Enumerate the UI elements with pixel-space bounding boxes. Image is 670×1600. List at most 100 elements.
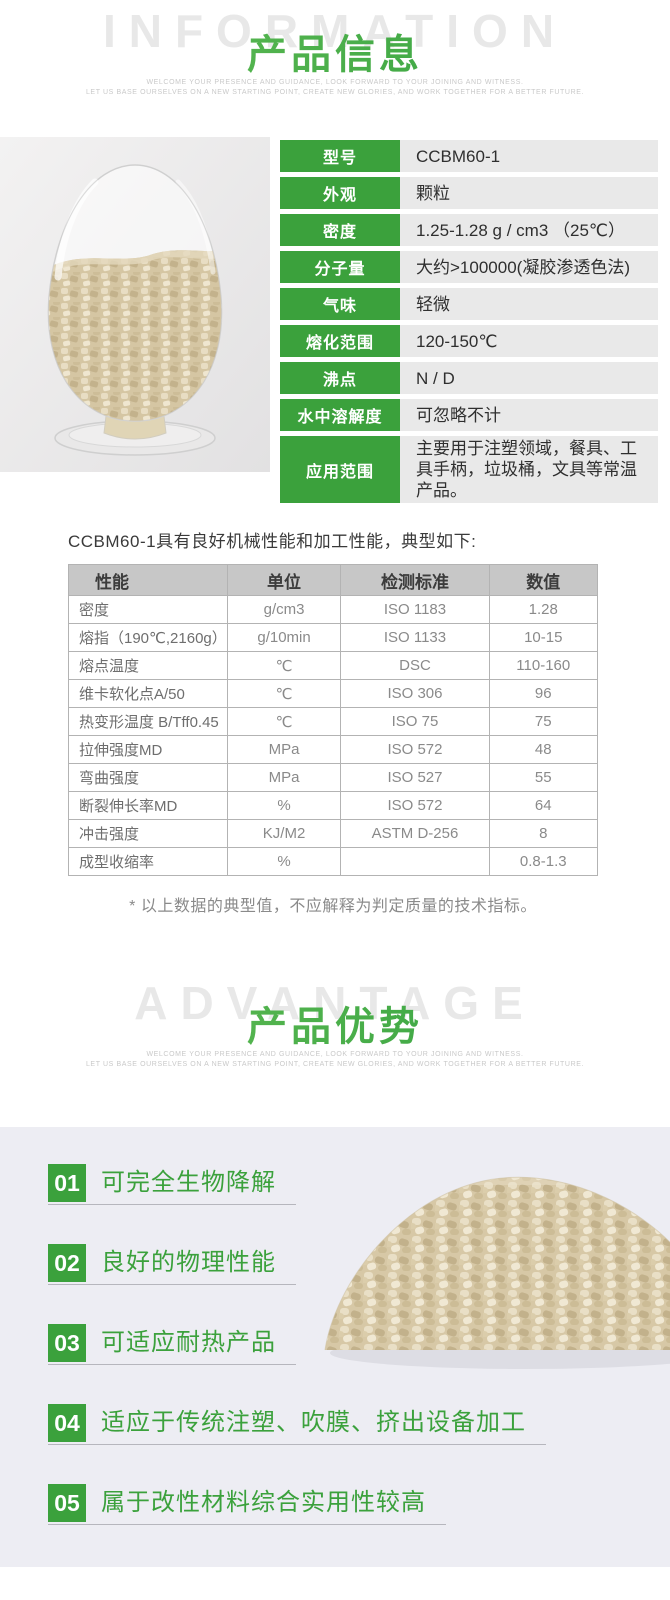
properties-table-cell: ISO 572: [340, 735, 490, 764]
info-subtitle: WELCOME YOUR PRESENCE AND GUIDANCE, LOOK…: [0, 78, 670, 98]
properties-table-cell: [340, 847, 490, 876]
advantage-subtitle: WELCOME YOUR PRESENCE AND GUIDANCE, LOOK…: [0, 1050, 670, 1070]
spec-row: 熔化范围 120-150℃: [280, 325, 658, 357]
spec-label: 型号: [280, 140, 400, 172]
advantage-text: 适应于传统注塑、吹膜、挤出设备加工: [101, 1409, 526, 1436]
spec-value: 1.25-1.28 g / cm3 （25℃）: [400, 214, 658, 246]
properties-table-cell: MPa: [226, 735, 342, 764]
properties-table-cell: 8: [488, 819, 599, 848]
properties-table-cell: 弯曲强度: [68, 763, 228, 792]
properties-table-cell: 1.28: [488, 595, 599, 624]
advantage-number-badge: 05: [48, 1484, 86, 1522]
properties-table-row: 密度 g/cm3 ISO 1183 1.28: [68, 595, 599, 624]
advantage-subtitle-line2: LET US BASE OURSELVES ON A NEW STARTING …: [85, 1061, 585, 1068]
properties-table-cell: ℃: [226, 679, 342, 708]
properties-table-cell: 0.8-1.3: [488, 847, 599, 876]
advantage-section-header: ADVANTAGE 产品优势 WELCOME YOUR PRESENCE AND…: [0, 972, 670, 1082]
properties-table-cell: ISO 572: [340, 791, 490, 820]
properties-table-cell: 110-160: [488, 651, 599, 680]
advantage-subtitle-line1: WELCOME YOUR PRESENCE AND GUIDANCE, LOOK…: [146, 1051, 524, 1058]
properties-table-cell: KJ/M2: [226, 819, 342, 848]
properties-table-cell: DSC: [340, 651, 490, 680]
properties-table-row: 拉伸强度MD MPa ISO 572 48: [68, 735, 599, 764]
advantage-item: 05 属于改性材料综合实用性较高: [48, 1484, 446, 1525]
properties-table-header-cell: 数值: [488, 564, 599, 596]
spec-value: 主要用于注塑领域，餐具、工具手柄，垃圾桶，文具等常温产品。: [400, 436, 658, 503]
advantage-number-badge: 03: [48, 1324, 86, 1362]
advantage-item: 02 良好的物理性能: [48, 1244, 296, 1285]
properties-table-cell: 维卡软化点A/50: [68, 679, 228, 708]
properties-table-row: 冲击强度 KJ/M2 ASTM D-256 8: [68, 819, 599, 848]
advantage-item: 01 可完全生物降解: [48, 1164, 296, 1205]
properties-table-row: 维卡软化点A/50 ℃ ISO 306 96: [68, 679, 599, 708]
spec-row: 沸点 N / D: [280, 362, 658, 394]
advantage-number-badge: 04: [48, 1404, 86, 1442]
spec-label: 密度: [280, 214, 400, 246]
properties-table-cell: 48: [488, 735, 599, 764]
spec-table: 型号 CCBM60-1 外观 颗粒 密度 1.25-1.28 g / cm3 （…: [280, 140, 658, 508]
properties-table-cell: ISO 75: [340, 707, 490, 736]
spec-value: 颗粒: [400, 177, 658, 209]
properties-table-cell: MPa: [226, 763, 342, 792]
advantage-title: 产品优势: [0, 994, 670, 1052]
spec-value: 可忽略不计: [400, 399, 658, 431]
properties-table-cell: ℃: [226, 707, 342, 736]
spec-row: 密度 1.25-1.28 g / cm3 （25℃）: [280, 214, 658, 246]
info-subtitle-line2: LET US BASE OURSELVES ON A NEW STARTING …: [85, 89, 585, 96]
properties-table-cell: 密度: [68, 595, 228, 624]
properties-table-row: 断裂伸长率MD% ISO 572 64: [68, 791, 599, 820]
info-section-header: INFORMATION 产品信息 WELCOME YOUR PRESENCE A…: [0, 0, 670, 110]
advantage-list: 01 可完全生物降解 02 良好的物理性能 03 可适应耐热产品 04 适应于传…: [0, 1127, 670, 1564]
advantage-text: 可适应耐热产品: [101, 1329, 276, 1356]
info-watermark: INFORMATION: [0, 4, 670, 58]
properties-table-cell: 75: [488, 707, 599, 736]
spec-value: 大约>100000(凝胶渗透色法): [400, 251, 658, 283]
spec-label: 水中溶解度: [280, 399, 400, 431]
properties-table-row: 热变形温度 B/Tff0.45 ℃ ISO 75 75: [68, 707, 599, 736]
properties-table-cell: 55: [488, 763, 599, 792]
spec-label: 气味: [280, 288, 400, 320]
properties-table-cell: 熔点温度: [68, 651, 228, 680]
spec-row: 外观 颗粒: [280, 177, 658, 209]
spec-section: 型号 CCBM60-1 外观 颗粒 密度 1.25-1.28 g / cm3 （…: [0, 137, 670, 503]
pellet-pile-photo: [315, 1145, 670, 1380]
spec-row: 水中溶解度 可忽略不计: [280, 399, 658, 431]
properties-table-header-cell: 性能: [68, 564, 228, 596]
spec-label: 应用范围: [280, 436, 400, 503]
properties-table-cell: 热变形温度 B/Tff0.45: [68, 707, 228, 736]
properties-table-cell: ISO 1183: [340, 595, 490, 624]
properties-table-header-row: 性能 单位 检测标准 数值: [68, 564, 599, 596]
properties-table-cell: g/10min: [226, 623, 342, 652]
properties-table-cell: 冲击强度: [68, 819, 228, 848]
spec-value: 120-150℃: [400, 325, 658, 357]
properties-table-cell: ISO 306: [340, 679, 490, 708]
properties-table-cell: g/cm3: [226, 595, 342, 624]
spec-label: 沸点: [280, 362, 400, 394]
spec-row: 应用范围 主要用于注塑领域，餐具、工具手柄，垃圾桶，文具等常温产品。: [280, 436, 658, 503]
spec-value: 轻微: [400, 288, 658, 320]
properties-table-row: 熔指（190℃,2160g） g/10min ISO 1133 10-15: [68, 623, 599, 652]
advantage-section: 01 可完全生物降解 02 良好的物理性能 03 可适应耐热产品 04 适应于传…: [0, 1127, 670, 1567]
properties-intro: CCBM60-1具有良好机械性能和加工性能，典型如下:: [68, 532, 477, 551]
properties-table-cell: ISO 1133: [340, 623, 490, 652]
advantage-item: 03 可适应耐热产品: [48, 1324, 296, 1365]
properties-table-cell: 96: [488, 679, 599, 708]
properties-table-cell: 64: [488, 791, 599, 820]
properties-table-row: 弯曲强度 MPa ISO 527 55: [68, 763, 599, 792]
properties-table-row: 熔点温度 ℃ DSC 110-160: [68, 651, 599, 680]
properties-table-cell: 拉伸强度MD: [68, 735, 228, 764]
advantage-number-badge: 01: [48, 1164, 86, 1202]
spec-value: N / D: [400, 362, 658, 394]
advantage-text: 良好的物理性能: [101, 1249, 276, 1276]
properties-table-cell: ASTM D-256: [340, 819, 490, 848]
properties-table-cell: ℃: [226, 651, 342, 680]
properties-table-cell: 成型收缩率: [68, 847, 228, 876]
properties-table-header-cell: 单位: [226, 564, 342, 596]
spec-label: 外观: [280, 177, 400, 209]
properties-table-cell: %: [226, 847, 342, 876]
spec-row: 型号 CCBM60-1: [280, 140, 658, 172]
properties-table-body: 密度 g/cm3 ISO 1183 1.28 熔指（190℃,2160g） g/10min…: [68, 595, 599, 876]
advantage-text: 属于改性材料综合实用性较高: [101, 1489, 426, 1516]
properties-table-cell: 熔指（190℃,2160g）: [68, 623, 228, 652]
properties-table-cell: 10-15: [488, 623, 599, 652]
